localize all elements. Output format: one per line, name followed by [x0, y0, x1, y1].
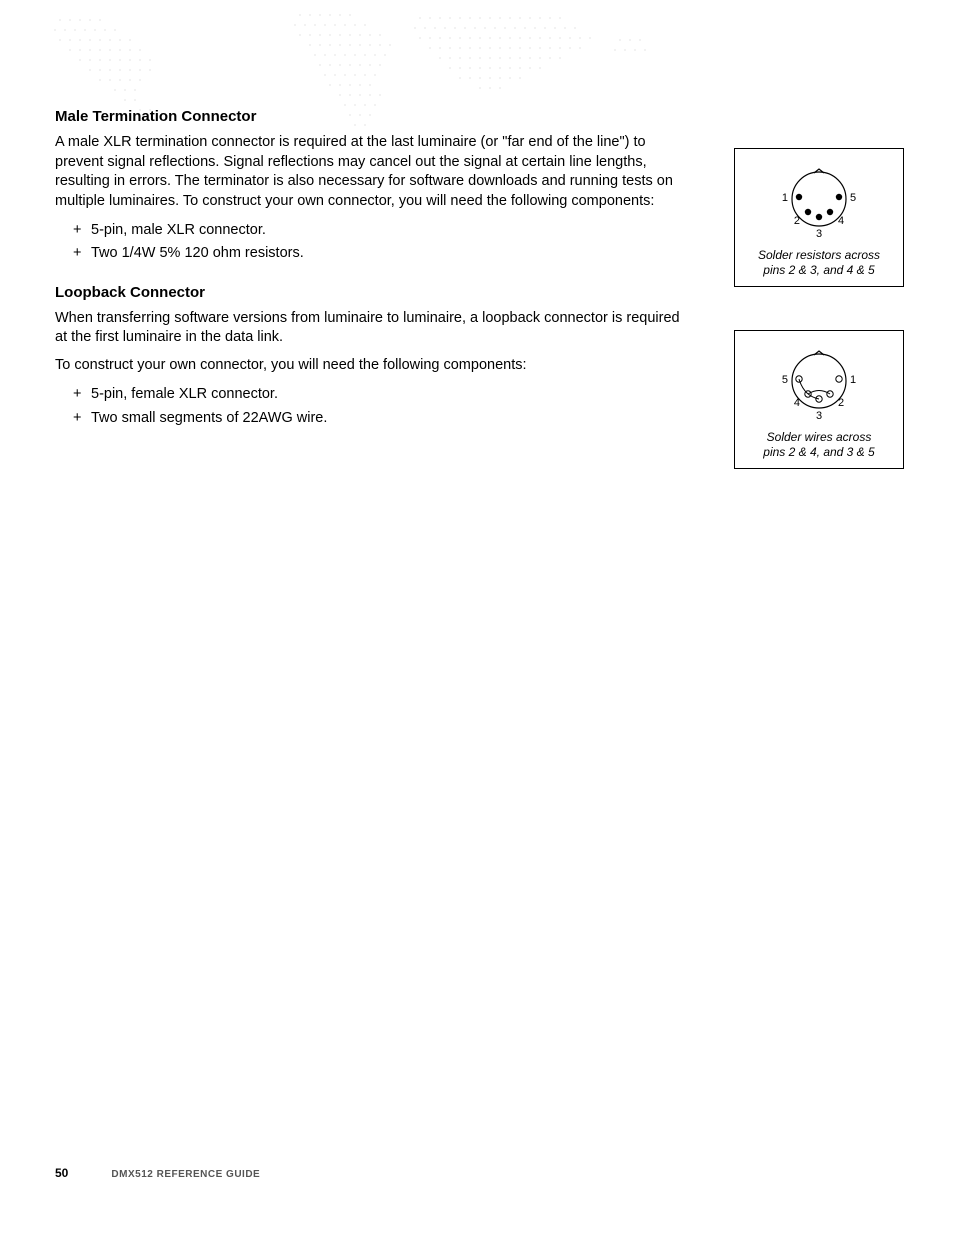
list-item: 5-pin, male XLR connector.: [73, 219, 695, 242]
svg-text:4: 4: [794, 397, 800, 409]
male-xlr-diagram-box: 1 2 3 4 5 Solder resistors across pins 2…: [734, 148, 904, 287]
loopback-paragraph-1: When transferring software versions from…: [55, 309, 695, 348]
svg-text:1: 1: [782, 192, 788, 204]
svg-text:2: 2: [794, 215, 800, 227]
page-footer: 50 DMX512 REFERENCE GUIDE: [55, 1166, 260, 1180]
heading-male-termination: Male Termination Connector: [55, 108, 695, 125]
male-components-list: 5-pin, male XLR connector. Two 1/4W 5% 1…: [73, 219, 695, 265]
loopback-xlr-diagram-box: 5 4 3 2 1 Solder wires across pins 2 & 4…: [734, 330, 904, 469]
svg-text:5: 5: [850, 192, 856, 204]
svg-text:4: 4: [838, 215, 844, 227]
loopback-xlr-diagram-icon: 5 4 3 2 1: [764, 341, 874, 426]
male-diagram-caption: Solder resistors across pins 2 & 3, and …: [741, 248, 897, 278]
loopback-components-list: 5-pin, female XLR connector. Two small s…: [73, 383, 695, 429]
svg-text:5: 5: [782, 374, 788, 386]
loopback-diagram-caption: Solder wires across pins 2 & 4, and 3 & …: [741, 430, 897, 460]
footer-title: DMX512 REFERENCE GUIDE: [111, 1169, 260, 1180]
list-item: Two 1/4W 5% 120 ohm resistors.: [73, 242, 695, 265]
svg-text:3: 3: [816, 228, 822, 240]
male-xlr-diagram-icon: 1 2 3 4 5: [764, 159, 874, 244]
svg-text:1: 1: [850, 374, 856, 386]
svg-text:3: 3: [816, 410, 822, 422]
main-content: Male Termination Connector A male XLR te…: [55, 108, 695, 448]
heading-loopback: Loopback Connector: [55, 284, 695, 301]
page-number: 50: [55, 1166, 68, 1180]
list-item: 5-pin, female XLR connector.: [73, 383, 695, 406]
svg-text:2: 2: [838, 397, 844, 409]
male-termination-paragraph: A male XLR termination connector is requ…: [55, 133, 695, 211]
list-item: Two small segments of 22AWG wire.: [73, 407, 695, 430]
loopback-paragraph-2: To construct your own connector, you wil…: [55, 356, 695, 376]
